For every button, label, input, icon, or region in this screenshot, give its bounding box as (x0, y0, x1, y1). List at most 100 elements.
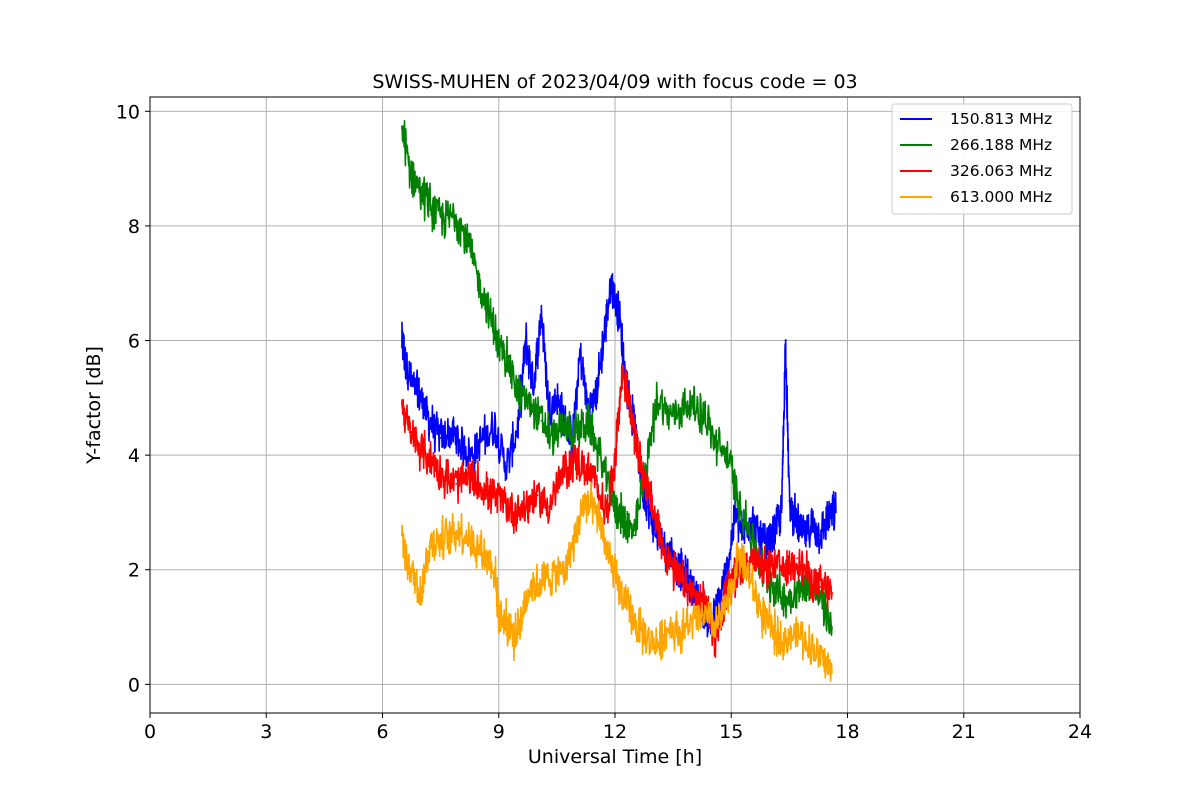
data-point (513, 637, 516, 640)
data-point (455, 213, 457, 216)
data-point (408, 167, 411, 170)
data-point (420, 396, 423, 399)
data-point (404, 362, 407, 365)
data-point (765, 545, 767, 548)
data-point (548, 505, 550, 508)
data-point (780, 511, 783, 514)
data-point (540, 419, 543, 422)
legend-label: 613.000 MHz (950, 188, 1052, 206)
data-point (645, 465, 647, 468)
data-point (482, 551, 485, 554)
y-tick-label: 10 (116, 101, 140, 123)
data-point (517, 425, 519, 428)
data-point (528, 402, 531, 405)
data-point (796, 631, 798, 634)
data-point (594, 482, 597, 485)
data-point (428, 545, 430, 548)
data-point (420, 448, 423, 451)
x-tick-label: 12 (603, 721, 627, 743)
data-point (656, 396, 659, 399)
data-point (618, 511, 620, 514)
data-point (714, 442, 717, 445)
data-point (494, 568, 496, 571)
data-point (621, 368, 624, 371)
series-line (401, 363, 833, 658)
data-point (788, 500, 791, 502)
data-point (602, 339, 605, 342)
data-point (819, 586, 822, 588)
data-point (497, 345, 500, 348)
series-3 (401, 481, 833, 682)
data-point (501, 500, 504, 502)
data-point (784, 568, 787, 571)
data-point (726, 454, 729, 456)
data-point (784, 339, 787, 342)
x-tick-label: 24 (1068, 721, 1092, 743)
data-point (819, 654, 822, 657)
data-point (525, 339, 527, 342)
data-point (633, 620, 636, 623)
data-point (401, 339, 403, 342)
data-point (738, 500, 740, 502)
data-point (680, 408, 682, 411)
data-point (408, 431, 411, 434)
data-point (761, 568, 764, 571)
data-point (528, 586, 531, 588)
data-point (621, 597, 624, 600)
data-point (749, 517, 752, 520)
data-point (649, 511, 651, 514)
data-point (668, 626, 671, 628)
data-point (412, 385, 415, 388)
data-point (683, 586, 686, 588)
data-point (532, 385, 535, 388)
data-point (575, 431, 578, 434)
data-point (819, 597, 822, 600)
data-point (459, 528, 461, 531)
data-point (432, 460, 434, 462)
data-point (556, 396, 558, 399)
data-point (831, 626, 833, 628)
data-point (439, 437, 442, 439)
data-point (563, 568, 566, 571)
data-point (525, 505, 527, 508)
data-point (432, 207, 434, 210)
data-point (773, 534, 775, 537)
x-tick-label: 15 (719, 721, 743, 743)
x-tick-label: 0 (144, 721, 156, 743)
data-point (540, 580, 543, 583)
data-point (804, 534, 806, 537)
data-point (773, 563, 775, 565)
data-point (637, 454, 640, 456)
data-point (749, 580, 752, 583)
data-point (827, 517, 829, 520)
data-point (749, 534, 752, 537)
data-point (796, 523, 798, 525)
data-point (645, 637, 647, 640)
data-point (583, 500, 585, 502)
data-point (680, 631, 682, 634)
data-point (401, 127, 403, 130)
data-point (687, 580, 690, 583)
data-point (726, 603, 729, 605)
data-point (761, 614, 764, 617)
data-point (563, 425, 566, 428)
data-point (470, 454, 473, 456)
data-point (548, 408, 550, 411)
data-point (784, 637, 787, 640)
data-point (505, 356, 508, 359)
data-point (835, 511, 837, 514)
data-point (478, 282, 481, 285)
data-point (614, 454, 616, 456)
data-point (594, 396, 597, 399)
data-point (831, 672, 833, 674)
data-point (703, 414, 705, 416)
data-point (435, 540, 438, 542)
data-point (401, 402, 403, 405)
data-point (645, 482, 647, 485)
data-point (505, 620, 508, 623)
data-point (517, 391, 519, 393)
data-point (401, 534, 403, 537)
legend-label: 150.813 MHz (950, 110, 1052, 128)
data-point (831, 591, 833, 594)
data-point (668, 414, 671, 416)
